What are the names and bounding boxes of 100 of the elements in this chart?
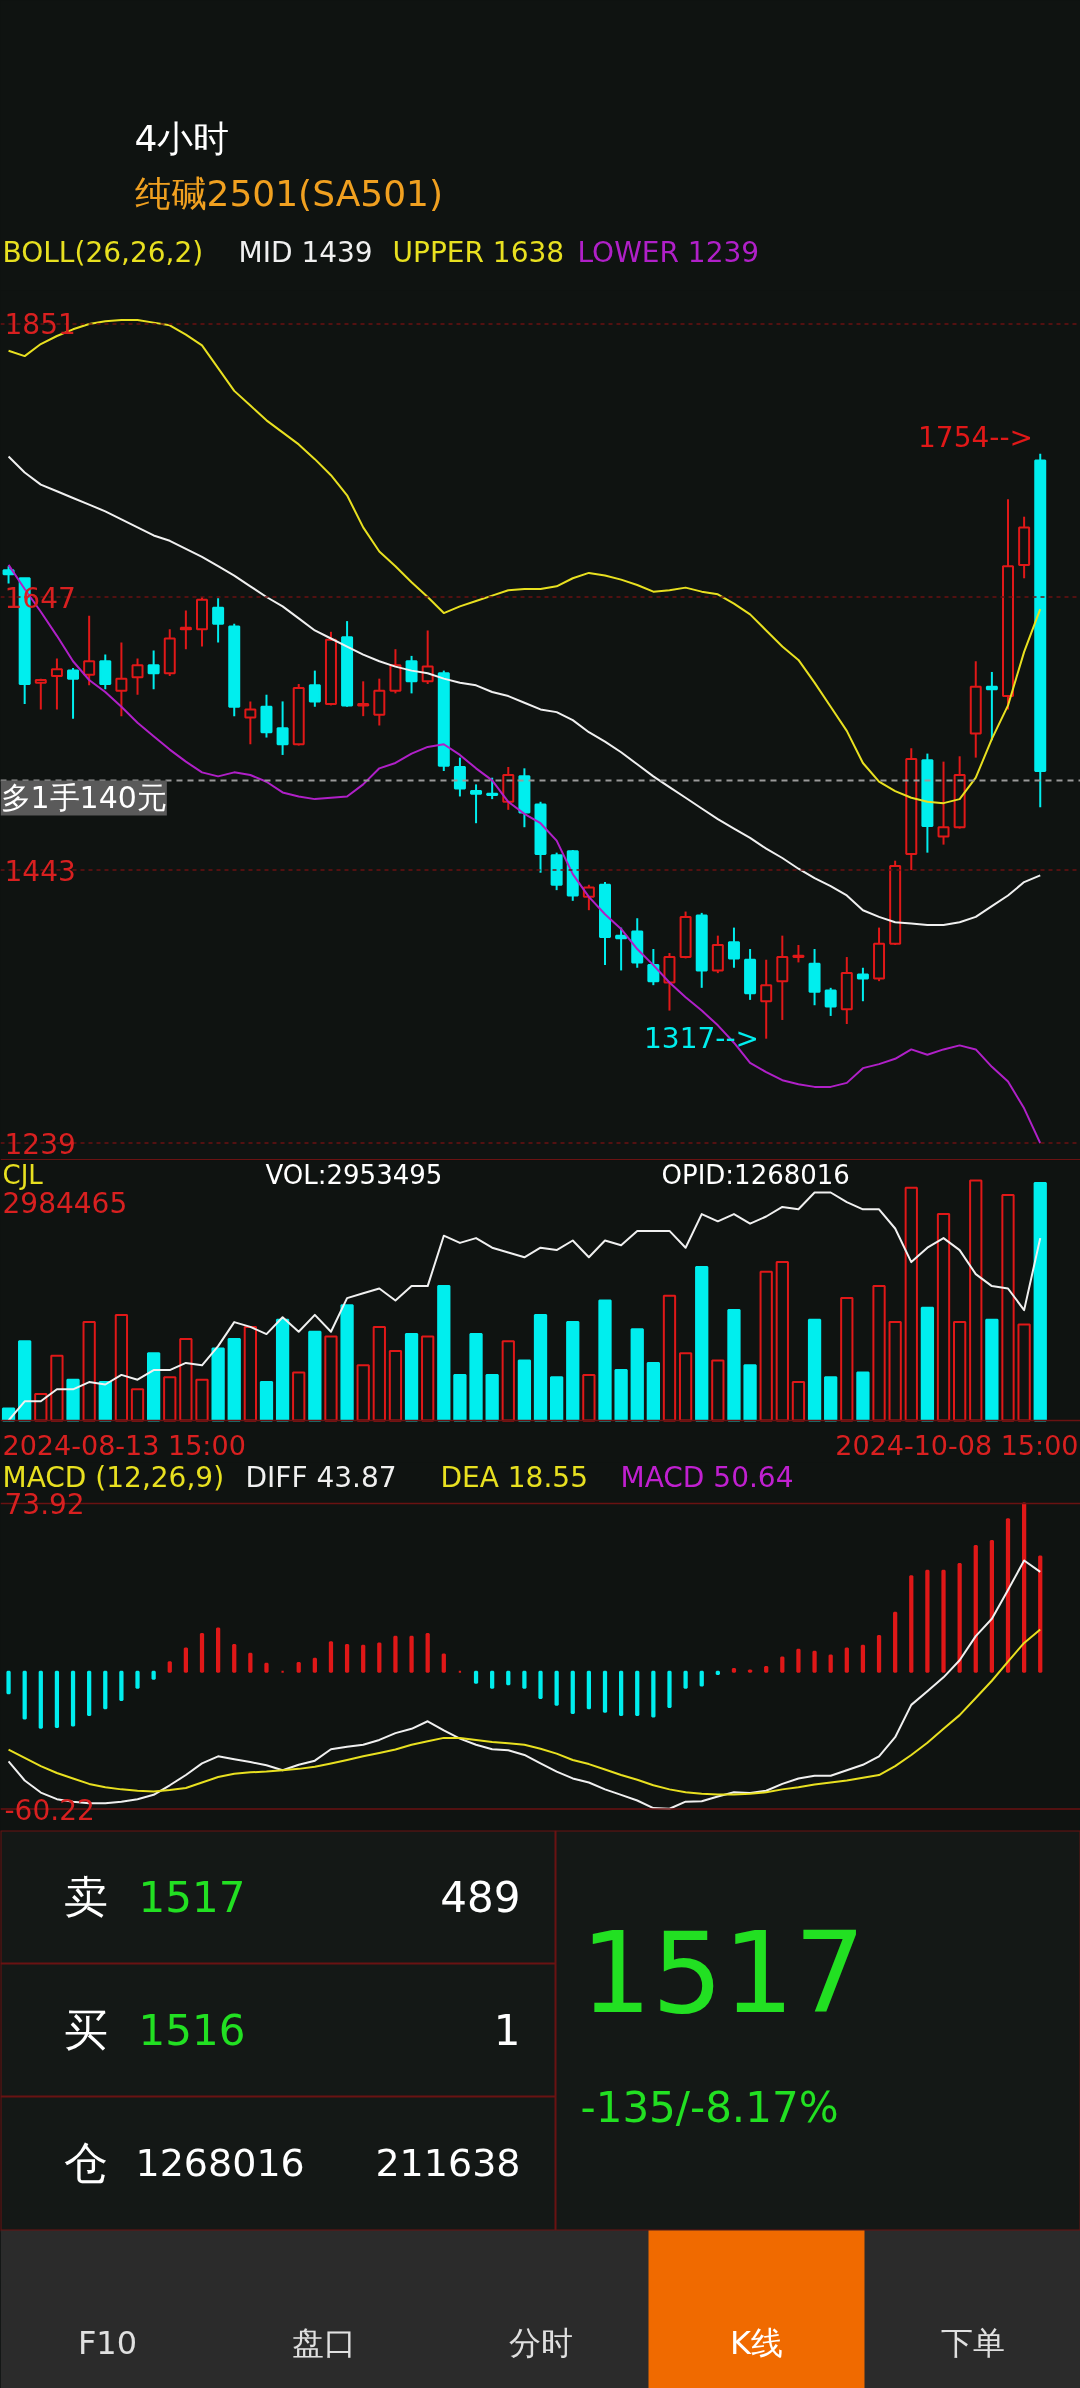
bar (388, 1349, 403, 1422)
text: DEA 18.55 (440, 1461, 588, 1494)
bar (211, 1347, 225, 1422)
bar (715, 1670, 720, 1675)
candlestick (453, 756, 466, 798)
text: 1268016 (135, 2141, 305, 2185)
bar (953, 1321, 967, 1422)
bar (82, 1321, 96, 1422)
bar (324, 1335, 338, 1422)
candlestick (486, 776, 499, 801)
bar (135, 1670, 140, 1689)
bar (469, 1333, 483, 1422)
bar (404, 1333, 419, 1422)
bar (646, 1361, 660, 1422)
candlestick (357, 680, 370, 718)
candlestick (131, 657, 144, 696)
candlestick (276, 700, 289, 756)
text: 1 (493, 2006, 521, 2055)
bar (856, 1371, 870, 1422)
bar (66, 1378, 80, 1422)
candlestick (824, 986, 837, 1017)
bar (312, 1657, 317, 1673)
candlestick (856, 966, 869, 1003)
y-tick-label: 1443 (4, 854, 76, 888)
candlestick (727, 926, 740, 969)
bar (421, 1335, 435, 1422)
bar (275, 1318, 290, 1422)
bar (308, 1330, 322, 1422)
text: 1517 (580, 1907, 866, 2038)
bar (147, 1352, 161, 1422)
text: 489 (440, 1873, 521, 1922)
candlestick (405, 654, 418, 695)
text: UPPER 1638 (392, 236, 565, 269)
bar (425, 1633, 430, 1673)
bar (683, 1670, 688, 1689)
bar (586, 1670, 592, 1710)
bar (699, 1670, 704, 1687)
candlestick (50, 657, 63, 711)
candlestick (179, 609, 192, 651)
candlestick (83, 614, 96, 687)
bar (6, 1670, 11, 1695)
bar (566, 1321, 580, 1422)
text: DIFF 43.87 (245, 1461, 397, 1494)
bar (727, 1309, 741, 1422)
bar (860, 1644, 866, 1673)
candlestick (67, 666, 80, 720)
annotation: 1754--> (918, 420, 1033, 454)
bar (844, 1647, 849, 1673)
bar (904, 1186, 918, 1422)
bar (522, 1670, 527, 1689)
bar (872, 1285, 886, 1422)
bar (1021, 1502, 1027, 1673)
bar (711, 1359, 725, 1422)
bar (361, 1644, 366, 1673)
annotation: OPID:1268016 (661, 1159, 850, 1190)
y-tick-label: 1851 (4, 308, 76, 342)
chart-subtitle: 纯碱2501(SA501) (134, 173, 444, 214)
bar (812, 1650, 817, 1673)
text: 仓 (63, 2137, 108, 2188)
bar (259, 1381, 274, 1422)
text: 1517 (138, 1873, 246, 1922)
candlestick (647, 948, 660, 987)
bar (98, 1381, 112, 1422)
bar (232, 1643, 237, 1673)
bar (248, 1652, 253, 1673)
bar (441, 1653, 446, 1673)
candlestick (244, 700, 257, 746)
bar (538, 1670, 543, 1700)
y-tick-label: 1239 (4, 1127, 76, 1161)
bar (985, 1318, 999, 1422)
bar (87, 1670, 92, 1717)
bar (453, 1373, 467, 1422)
bar (356, 1364, 370, 1422)
candlestick (308, 669, 321, 708)
chart-title: 4小时 (134, 118, 230, 159)
bar (533, 1313, 548, 1422)
bar (328, 1641, 334, 1673)
bar (731, 1668, 737, 1673)
bar (215, 1627, 221, 1673)
bar (780, 1656, 785, 1673)
bar (517, 1359, 532, 1422)
bar (1001, 1193, 1015, 1422)
bar (119, 1670, 124, 1702)
text: K线 (730, 2323, 783, 2362)
text: 盘口 (291, 2323, 356, 2362)
bar (936, 1213, 951, 1422)
bar (393, 1635, 398, 1673)
bar (614, 1369, 628, 1422)
bar (1033, 1181, 1047, 1422)
bar (437, 1285, 451, 1422)
bar (485, 1373, 499, 1422)
legend-title: BOLL(26,26,2) (2, 236, 204, 269)
bar (743, 1364, 757, 1422)
bar (501, 1340, 515, 1422)
candlestick (470, 783, 483, 825)
bar (618, 1670, 624, 1717)
bar (377, 1642, 382, 1673)
candlestick (212, 597, 225, 644)
bar (183, 1647, 189, 1673)
bar (264, 1662, 269, 1673)
